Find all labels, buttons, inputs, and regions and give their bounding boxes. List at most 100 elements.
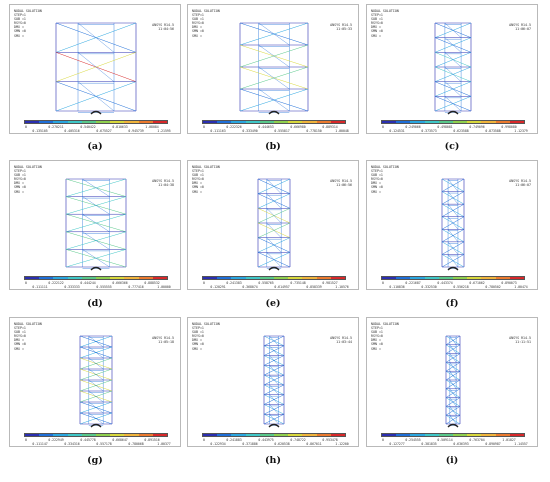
header-line: NODAL SOLUTION [371,9,399,13]
legend-swatch [509,121,525,123]
truss-member [449,415,457,425]
timestamp: 11:06:07 [515,183,531,188]
legend-tick-label: 0.671062 [469,280,485,285]
legend-tick-label: 0.135105 [32,128,48,133]
truss-member [444,52,462,68]
truss-member [88,368,104,381]
truss-structure [257,178,291,271]
truss-member [77,81,115,112]
truss-member [447,254,459,268]
legend-swatch [25,277,40,279]
solution-header: NODAL SOLUTION STEP=1 SUB =1 RSYS=0 DMX = SMN… [192,165,220,194]
legend-tick-row: 0 0.222122 0.444244 0.666366 0.888532 [24,281,168,285]
truss-member [449,397,457,407]
legend-tick-label: 0 [203,124,205,129]
ansys-stamp: ANSYS R14.5 11:06:07 [509,23,531,31]
header-line: NODAL SOLUTION [14,165,42,169]
legend-tick-label: 0.666980 [290,124,306,129]
legend-swatch [509,277,525,279]
header-line: STEP=1 [192,169,204,174]
truss-member [444,66,462,82]
panel-caption: (e) [265,298,281,309]
legend-swatch [67,277,82,279]
legend-tick-label: 0.998080 [501,124,517,129]
legend-swatch [453,434,468,436]
header-line: SUB =1 [14,330,26,335]
legend-tick-row: 0.120291 0.368074 0.614957 0.858339 1.10576 [202,284,348,289]
header-line: RSYS=0 [371,21,383,26]
legend-swatch [96,434,111,436]
legend-tick-label: 0.444653 [258,124,274,129]
contour-panel: NODAL SOLUTION STEP=1 SUB =1 RSYS=0 DMX = SMN… [187,160,359,290]
legend-swatch [330,121,346,123]
header-line: SUB =1 [192,330,204,335]
ansys-stamp: ANSYS R14.5 11:03:44 [330,336,352,344]
legend-tick-label: 0.763704 [469,437,485,442]
header-line: SMN =0 [14,185,26,190]
header-line: SMN =0 [371,29,383,34]
solution-header: NODAL SOLUTION STEP=1 SUB =1 RSYS=0 DMX = SMN… [371,9,399,38]
timestamp: 11:04:38 [158,183,174,188]
legend-swatch [316,277,331,279]
legend-swatch [124,277,139,279]
legend-tick-label: 0.890073 [501,280,517,285]
legend-tick-label: 0.110836 [389,284,405,289]
truss-member [269,394,279,405]
truss-member [449,353,457,363]
contour-panel: NODAL SOLUTION STEP=1 SUB =1 RSYS=0 DMX = SMN… [9,160,181,290]
legend-swatch [53,121,68,123]
legend-tick-label: 0.555817 [274,128,290,133]
legend-tick-label: 0.444244 [80,280,96,285]
legend-tick-label: 0 [25,437,27,442]
truss-member [449,406,457,416]
header-line: SMX = [192,189,202,194]
legend-swatch [203,121,218,123]
contour-panel: NODAL SOLUTION STEP=1 SUB =1 RSYS=0 DMX = SMN… [9,4,181,134]
legend-tick-label: 0.858339 [306,284,322,289]
legend-swatch [330,277,346,279]
legend-swatch [274,121,289,123]
legend-tick-row: 0.110836 0.332530 0.556218 0.780502 1.00474 [381,284,527,289]
truss-member [88,401,104,414]
legend-tick-label: 0.127277 [389,441,405,446]
header-line: STEP=1 [14,326,26,331]
truss-member [269,345,279,356]
truss-member [88,379,104,392]
truss-member [449,344,457,354]
legend-swatch [382,277,397,279]
truss-member [447,204,459,217]
header-line: RSYS=0 [14,334,26,339]
header-line: STEP=1 [14,13,26,18]
truss-structure [55,22,137,115]
truss-member [269,335,279,346]
truss-member [449,371,457,381]
header-line: SMN =0 [14,342,26,347]
legend-tick-label: 0.122934 [210,441,226,446]
legend-swatch [330,434,346,436]
panel-caption: (h) [265,455,281,466]
legend-tick-label: 0 [203,437,205,442]
legend-tick-label: 0.749096 [469,124,485,129]
legend-tick-label: 0.888532 [144,280,160,285]
legend-swatch [509,434,525,436]
legend-swatch [81,121,97,123]
truss-member [269,365,279,376]
legend-tick-row: 0 0.249066 0.498081 0.749096 0.998080 [381,125,525,129]
legend-tick-label: 0.558765 [258,280,274,285]
legend-tick-row: 0 0.222949 0.445778 0.668647 0.891516 [24,438,168,442]
legend-tick-label: 0.953478 [322,437,338,442]
legend-tick-label: 1.12379 [514,128,528,133]
header-line: NODAL SOLUTION [14,322,42,326]
header-line: SMX = [371,346,381,351]
panel-caption: (c) [444,141,460,152]
legend-tick-label: 0.368074 [242,284,258,289]
legend-tick-label: 0.373573 [421,128,437,133]
truss-member [447,178,459,192]
legend-swatch [39,277,54,279]
legend-swatch [138,277,153,279]
legend-tick-label: 1.00000 [157,284,171,289]
legend-swatch [81,277,97,279]
legend-tick-label: 0.241883 [226,437,242,442]
timestamp: 11:11:51 [515,340,531,345]
truss-member [88,346,104,359]
